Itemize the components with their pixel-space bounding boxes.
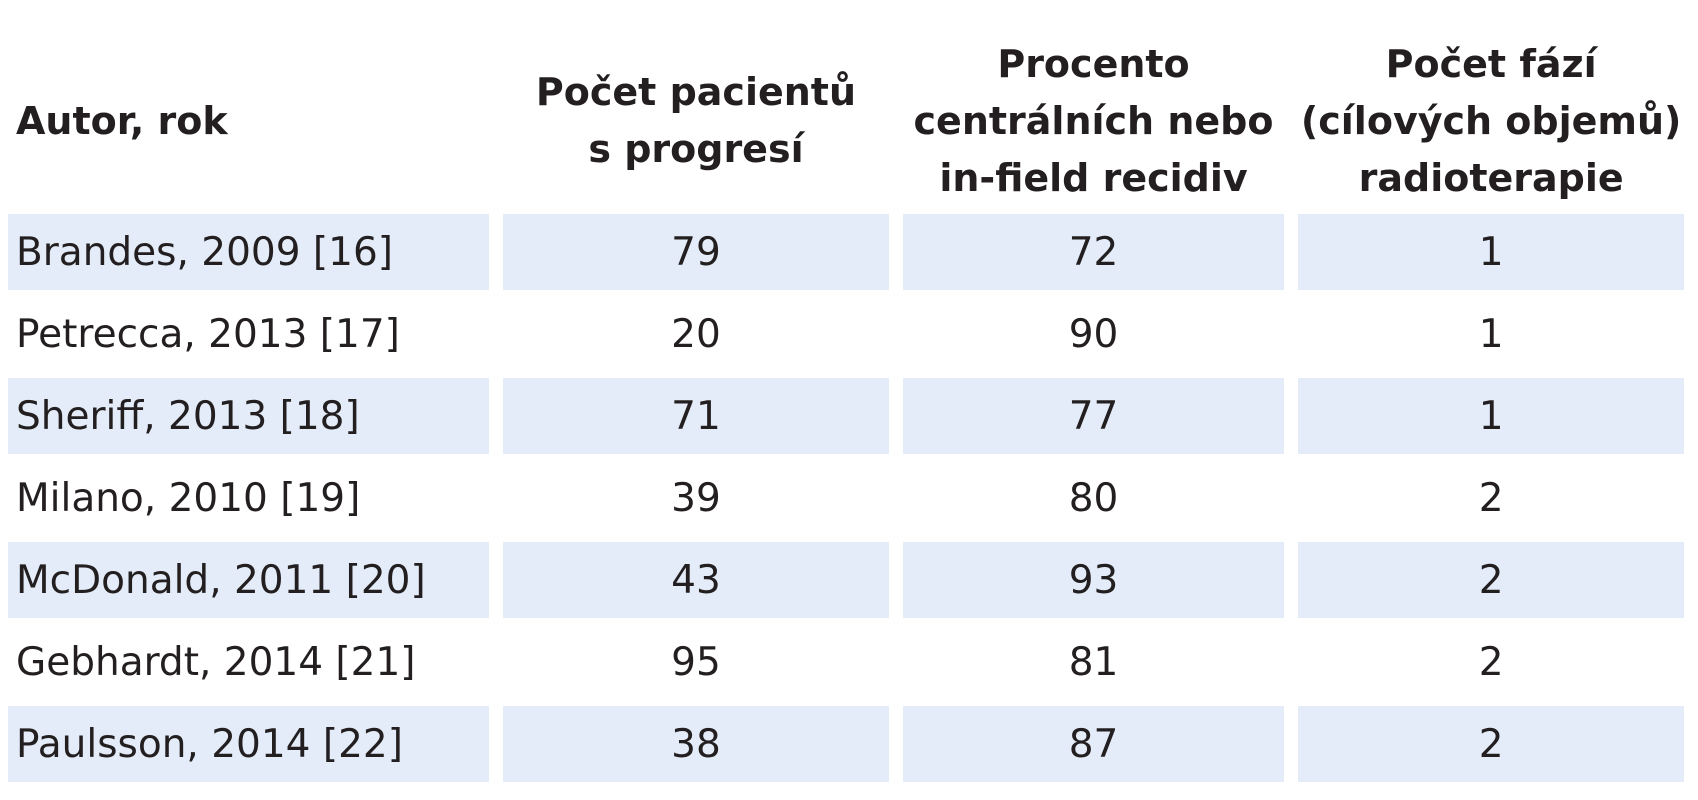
header-line: Autor, rok [16,98,228,143]
cell-phases: 2 [1298,460,1684,542]
cell-phases: 1 [1298,296,1684,378]
header-line: Počet pacientů [535,70,857,114]
table-row: McDonald, 2011 [20] 43 93 2 [8,542,1684,624]
cell-author: Milano, 2010 [19] [8,460,490,542]
cell-author: Brandes, 2009 [16] [8,214,490,296]
cell-percent: 93 [902,542,1285,624]
cell-author: Sheriff, 2013 [18] [8,378,490,460]
data-table: Autor, rok Počet pacientů s progresí Pro… [0,28,1698,788]
header-line: radioterapie [1358,155,1624,200]
header-row: Autor, rok Počet pacientů s progresí Pro… [8,28,1684,214]
cell-patients: 20 [503,296,889,378]
cell-author: Paulsson, 2014 [22] [8,706,490,788]
cell-phases: 2 [1298,624,1684,706]
header-percent: Procento centrálních nebo in-field recid… [903,28,1285,214]
table-row: Brandes, 2009 [16] 79 72 1 [8,214,1684,296]
cell-percent: 77 [902,378,1285,460]
header-author: Autor, rok [8,28,489,214]
cell-percent: 87 [902,706,1285,788]
table-row: Petrecca, 2013 [17] 20 90 1 [8,296,1684,378]
cell-phases: 2 [1298,542,1684,624]
cell-patients: 95 [503,624,889,706]
cell-patients: 71 [503,378,889,460]
table-row: Paulsson, 2014 [22] 38 87 2 [8,706,1684,788]
cell-author: McDonald, 2011 [20] [8,542,490,624]
cell-phases: 1 [1298,214,1684,296]
cell-percent: 90 [902,296,1285,378]
cell-patients: 39 [503,460,889,542]
header-line: s progresí [588,127,804,171]
header-line: (cílových objemů) [1300,98,1682,143]
cell-patients: 79 [503,214,889,296]
header-phases: Počet fází (cílových objemů) radioterapi… [1298,28,1684,214]
header-patients: Počet pacientů s progresí [503,28,888,214]
cell-percent: 72 [902,214,1285,296]
header-line: in-field recidiv [939,155,1248,200]
cell-phases: 2 [1298,706,1684,788]
cell-author: Gebhardt, 2014 [21] [8,624,490,706]
table-row: Gebhardt, 2014 [21] 95 81 2 [8,624,1684,706]
header-line: Procento [997,41,1190,86]
cell-author: Petrecca, 2013 [17] [8,296,490,378]
cell-percent: 80 [902,460,1285,542]
cell-phases: 1 [1298,378,1684,460]
table-row: Sheriff, 2013 [18] 71 77 1 [8,378,1684,460]
header-line: Počet fází [1385,41,1597,86]
cell-patients: 43 [503,542,889,624]
table-row: Milano, 2010 [19] 39 80 2 [8,460,1684,542]
cell-percent: 81 [902,624,1285,706]
cell-patients: 38 [503,706,889,788]
header-line: centrálních nebo [913,98,1274,143]
